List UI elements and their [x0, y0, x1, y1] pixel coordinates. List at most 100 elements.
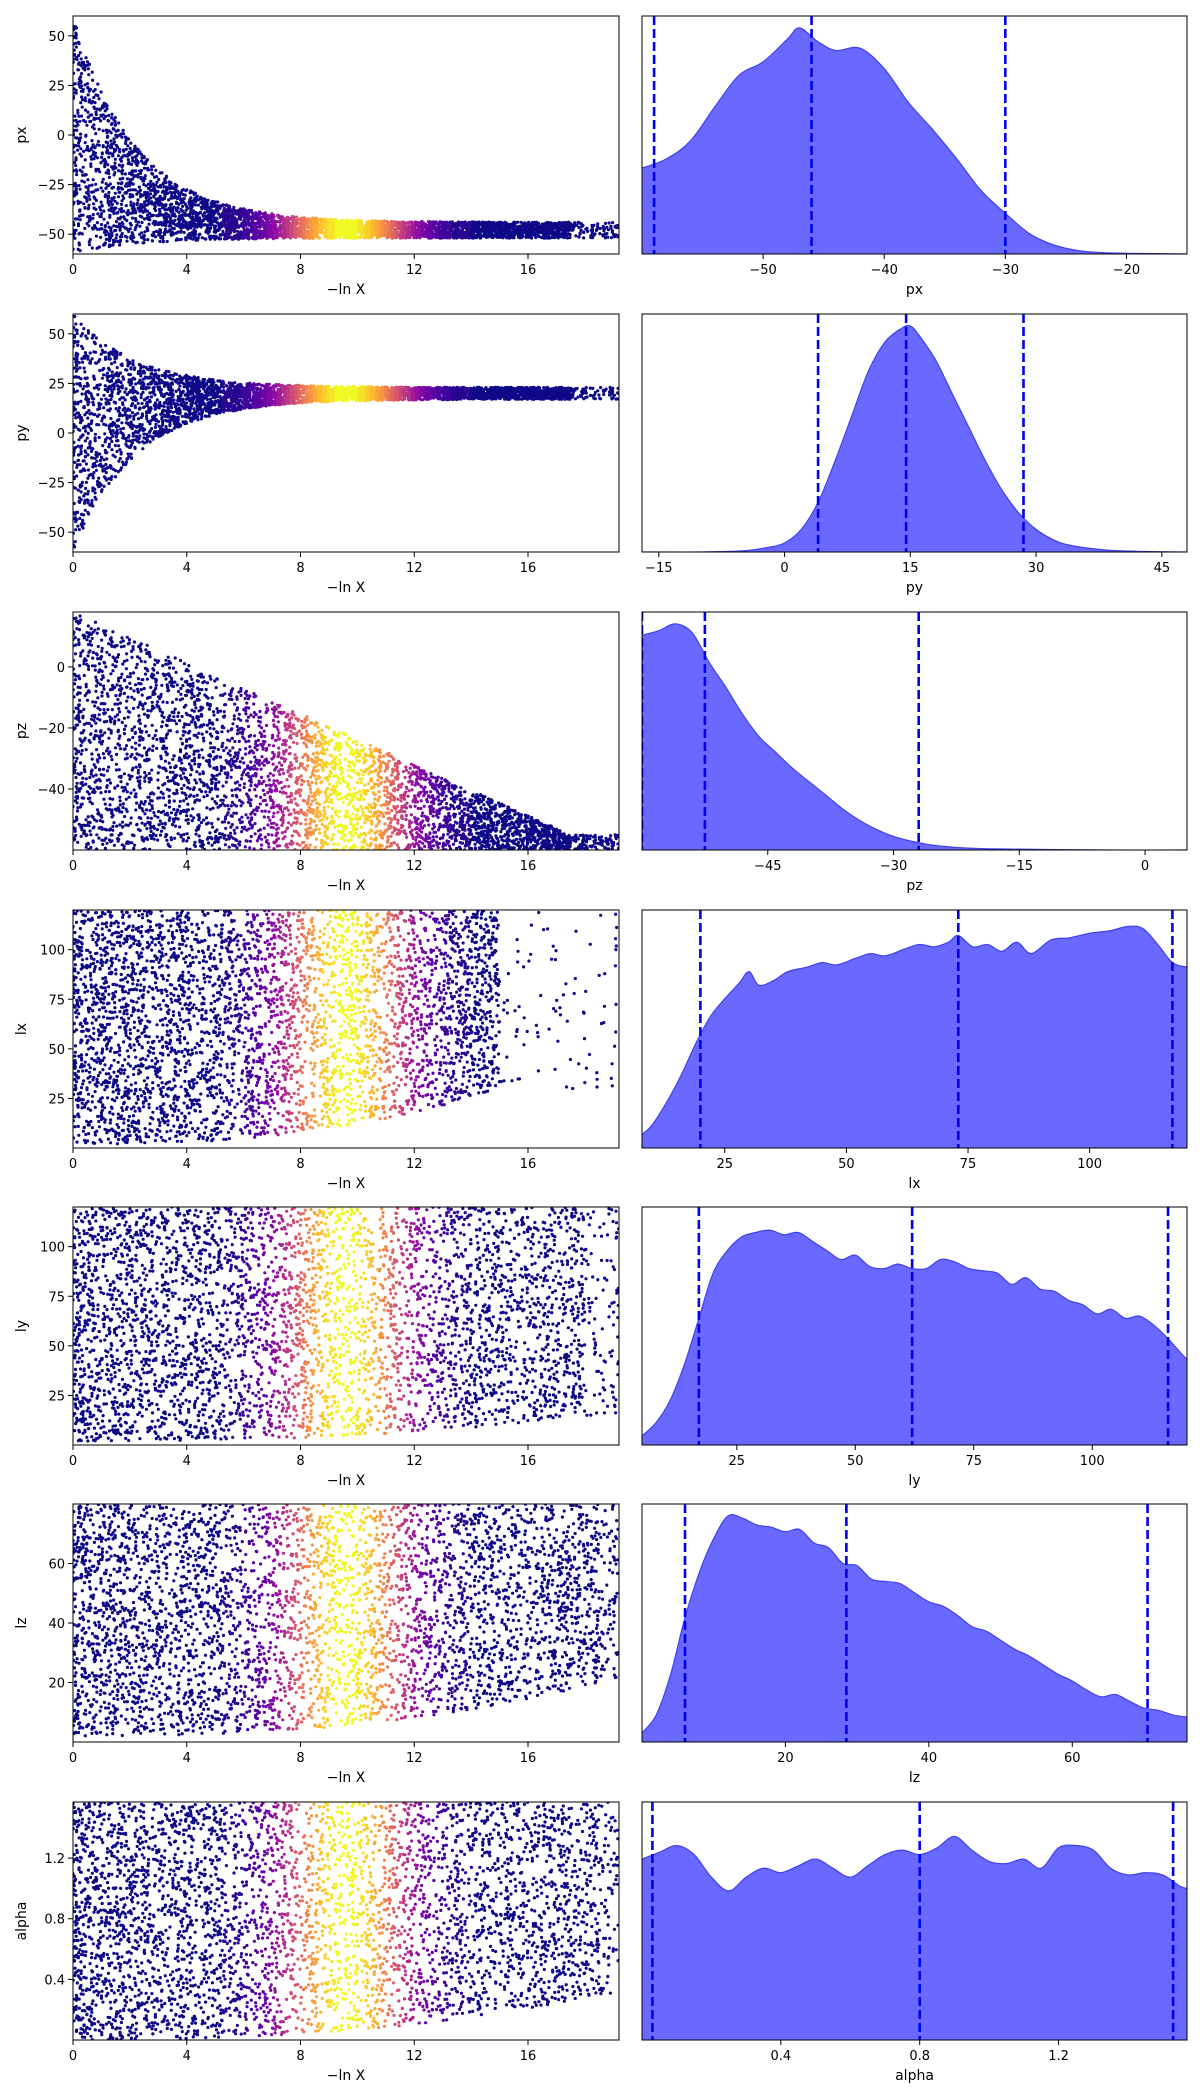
trace-lz-xtick-label: 0	[69, 1751, 77, 1766]
trace-ly-panel: 0 4 8 12 16 100 75 50 25 −ln X ly	[14, 1206, 620, 1489]
trace-alpha-points	[73, 1802, 619, 2040]
trace-alpha-point-group	[316, 1805, 376, 2032]
posterior-px-density-area	[642, 27, 1187, 254]
trace-pz-point-group	[334, 731, 358, 850]
posterior-pz-xlabel: pz	[906, 878, 922, 894]
trace-ly-point-group	[312, 1210, 380, 1435]
trace-ly-point-group	[280, 1207, 412, 1432]
trace-lz-point-group	[271, 1504, 421, 1730]
trace-py-xtick-label: 8	[296, 561, 304, 576]
posterior-alpha-panel: 0.4 0.8 1.2 alpha	[641, 1801, 1188, 2084]
posterior-pz-xtick-label: −30	[880, 859, 907, 874]
trace-lx-point-group	[285, 911, 408, 1123]
trace-alpha-ytick-label: 0.4	[44, 1973, 65, 1988]
trace-pz-xtick-label: 16	[520, 859, 537, 874]
trace-ly-ytick-label: 25	[48, 1389, 65, 1404]
trace-lz-point-group	[304, 1507, 388, 1718]
posterior-lx-density	[642, 910, 1187, 1148]
trace-ly-point-group	[334, 1207, 358, 1437]
trace-alpha-xtick-label: 16	[520, 2049, 537, 2064]
trace-lz-xtick-label: 16	[520, 1751, 537, 1766]
trace-alpha-point-group	[276, 1803, 416, 2037]
posterior-lz-density	[642, 1504, 1187, 1742]
trace-ly-points	[73, 1207, 619, 1443]
trace-py-ytick-label: 25	[48, 377, 65, 392]
trace-py-ytick-label: 50	[48, 328, 65, 343]
posterior-ly-xtick-label: 50	[847, 1454, 864, 1469]
trace-lx-ytick-label: 50	[48, 1043, 65, 1058]
posterior-px-xtick-label: −30	[992, 263, 1019, 278]
trace-ly-point-group	[276, 1207, 416, 1439]
trace-pz-ytick-label: −40	[38, 783, 65, 798]
trace-pz-frame	[72, 611, 620, 851]
trace-alpha-point-group	[221, 1802, 472, 2036]
trace-ly-xtick-label: 4	[183, 1454, 191, 1469]
trace-px-xtick-label: 16	[520, 263, 537, 278]
posterior-py-xtick-label: −15	[645, 561, 672, 576]
posterior-pz-density	[642, 612, 1187, 850]
trace-ly-xtick-label: 16	[520, 1454, 537, 1469]
trace-ly-point-group	[300, 1208, 392, 1430]
posterior-ly-density-line	[642, 1229, 1187, 1437]
trace-pz-points	[73, 614, 619, 850]
trace-lz-point-group	[289, 1506, 404, 1731]
trace-py-point-group	[334, 384, 358, 403]
trace-lz-point-group	[259, 1504, 433, 1727]
trace-py-ytick-label: 0	[57, 427, 65, 442]
trace-pz-point-group	[271, 705, 421, 850]
trace-ly-xlabel: −ln X	[327, 1473, 366, 1489]
trace-px-point-group	[311, 216, 380, 240]
posterior-pz-panel: −45 −30 −15 0 pz	[641, 611, 1188, 894]
trace-ly-ytick-label: 50	[48, 1340, 65, 1355]
posterior-alpha-xtick-label: 0.8	[909, 2049, 930, 2064]
trace-ly-ytick-label: 75	[48, 1290, 65, 1305]
trace-lz-xtick-label: 12	[406, 1751, 423, 1766]
trace-lx-point-group	[280, 915, 412, 1134]
trace-lz-point-group	[334, 1504, 358, 1727]
trace-py-xtick-label: 16	[520, 561, 537, 576]
trace-lx-point-group	[251, 911, 441, 1139]
posterior-py-density-area	[642, 325, 1187, 552]
trace-pz-point-group	[251, 692, 441, 850]
trace-pz-point-group	[320, 725, 371, 850]
posterior-ly-xtick-label: 75	[965, 1454, 982, 1469]
posterior-py-xlabel: py	[906, 580, 923, 596]
trace-alpha-xtick-label: 8	[296, 2049, 304, 2064]
trace-py-xlabel: −ln X	[327, 580, 366, 596]
trace-ly-point-group	[308, 1207, 384, 1432]
trace-alpha-frame	[72, 1801, 620, 2041]
trace-alpha-xtick-label: 12	[406, 2049, 423, 2064]
posterior-px-xtick-label: −20	[1113, 263, 1140, 278]
trace-pz-ytick-label: 0	[57, 661, 65, 676]
trace-alpha-point-group	[300, 1804, 392, 2034]
trace-lx-points	[73, 910, 619, 1146]
posterior-lx-frame	[641, 909, 1188, 1149]
posterior-lz-xtick-label: 60	[1064, 1751, 1081, 1766]
trace-alpha-xtick-label: 4	[183, 2049, 191, 2064]
trace-px-xtick-label: 4	[183, 263, 191, 278]
posterior-lx-xtick-label: 25	[716, 1157, 733, 1172]
trace-alpha-point-group	[326, 1802, 366, 2033]
trace-alpha-ylabel: alpha	[14, 1902, 30, 1941]
posterior-pz-frame	[641, 611, 1188, 851]
trace-pz-point-group	[312, 721, 381, 850]
posterior-alpha-xlabel: alpha	[895, 2068, 934, 2084]
trace-pz-point-group	[300, 717, 392, 850]
trace-lz-point-group	[320, 1504, 371, 1730]
trace-alpha-point-group	[312, 1802, 380, 2033]
trace-lz-point-group	[73, 1504, 619, 1738]
posterior-pz-density-area	[642, 623, 1187, 850]
trace-alpha-xlabel: −ln X	[327, 2068, 366, 2084]
trace-lx-xtick-label: 16	[520, 1157, 537, 1172]
trace-ly-point-group	[240, 1207, 452, 1440]
posterior-ly-panel: 25 50 75 100 ly	[641, 1206, 1188, 1489]
trace-ly-point-group	[271, 1207, 421, 1432]
posterior-px-xtick-label: −40	[871, 263, 898, 278]
trace-lx-xtick-label: 8	[296, 1157, 304, 1172]
posterior-pz-xtick-label: −45	[754, 859, 781, 874]
trace-ly-ytick-label: 100	[40, 1241, 65, 1256]
trace-py-xtick-label: 12	[406, 561, 423, 576]
posterior-lx-panel: 25 50 75 100 lx	[641, 909, 1188, 1192]
trace-px-point-group	[240, 207, 452, 241]
trace-pz-ytick-label: −20	[38, 722, 65, 737]
